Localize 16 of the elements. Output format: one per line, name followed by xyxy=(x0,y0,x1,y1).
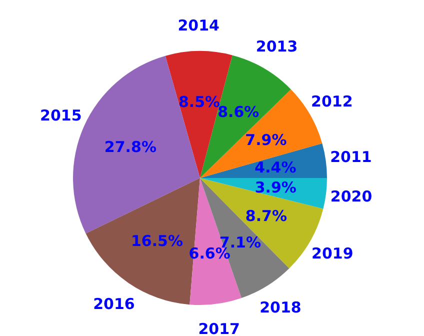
slice-label: 2013 xyxy=(256,37,298,56)
data-label: 8.7% xyxy=(245,206,287,225)
slice-label: 2015 xyxy=(40,106,82,125)
slice-label: 2011 xyxy=(330,148,372,166)
data-label: 7.9% xyxy=(245,130,287,149)
slice-label: 2017 xyxy=(198,320,240,336)
slice-label: 2020 xyxy=(330,188,372,206)
slice-label: 2012 xyxy=(311,92,353,111)
slice-label: 2019 xyxy=(312,244,354,263)
slice-label: 2018 xyxy=(260,298,302,316)
slice-label: 2016 xyxy=(93,294,135,313)
data-label: 4.4% xyxy=(254,158,296,176)
data-label: 3.9% xyxy=(254,178,296,196)
data-label: 16.5% xyxy=(130,232,183,250)
data-label: 27.8% xyxy=(104,138,156,156)
slice-label: 2014 xyxy=(178,16,220,35)
